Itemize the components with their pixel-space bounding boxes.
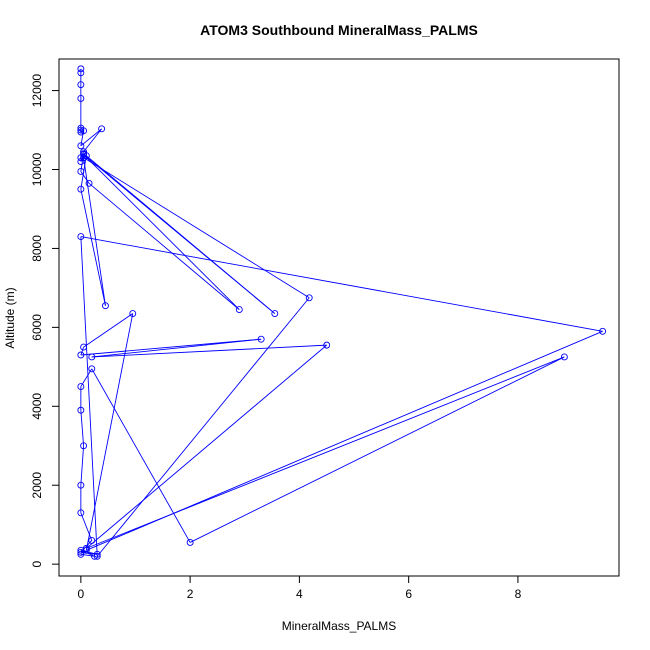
series-segment — [85, 313, 134, 551]
data-point — [77, 126, 85, 134]
series-segment — [80, 512, 93, 541]
x-tick-label: 2 — [187, 587, 194, 601]
series-segment — [80, 171, 90, 184]
data-point — [77, 185, 85, 193]
data-point — [323, 341, 331, 349]
data-point — [77, 81, 85, 89]
data-point — [77, 546, 85, 554]
series-segment — [83, 157, 310, 299]
x-tick-label: 0 — [78, 587, 85, 601]
series-segment — [80, 445, 85, 486]
data-point — [77, 233, 85, 241]
series-segment — [86, 344, 327, 549]
series-segment — [83, 157, 106, 306]
data-series — [77, 65, 607, 560]
data-point — [599, 327, 607, 335]
data-point — [77, 142, 85, 150]
series-segment — [91, 344, 327, 358]
data-point — [77, 406, 85, 414]
data-point — [88, 365, 96, 373]
data-point — [98, 125, 106, 133]
series-segment — [80, 346, 85, 356]
data-point — [80, 343, 88, 351]
series-segment — [80, 338, 262, 356]
data-point — [77, 548, 85, 556]
series-segment — [80, 236, 98, 557]
x-axis-label: MineralMass_PALMS — [282, 619, 396, 633]
y-tick-label: 4000 — [30, 393, 44, 420]
data-point — [235, 306, 243, 314]
y-tick-label: 12000 — [30, 74, 44, 108]
data-point — [88, 537, 96, 544]
data-point — [93, 552, 101, 560]
series-segment — [80, 410, 85, 446]
data-point — [88, 353, 96, 361]
data-point — [85, 179, 93, 187]
y-tick-label: 8000 — [30, 235, 44, 262]
series-segment — [80, 236, 603, 332]
y-axis: 0 2000 4000 6000 8000 10000 12000 — [30, 74, 60, 568]
x-tick-label: 6 — [405, 587, 412, 601]
series-segment — [83, 128, 102, 153]
y-tick-label: 6000 — [30, 314, 44, 341]
data-point — [129, 310, 137, 318]
y-tick-label: 2000 — [30, 472, 44, 499]
series-segment — [80, 368, 93, 387]
series-segment — [83, 154, 240, 310]
x-tick-label: 8 — [515, 587, 522, 601]
data-point — [80, 442, 88, 450]
data-point — [271, 310, 279, 318]
series-segment — [96, 297, 310, 557]
x-tick-label: 4 — [296, 587, 303, 601]
x-axis: 0 2 4 6 8 — [78, 575, 522, 601]
data-point — [77, 383, 85, 391]
data-point — [77, 351, 85, 359]
series-segment — [88, 182, 240, 310]
chart-title: ATOM3 Southbound MineralMass_PALMS — [200, 22, 478, 38]
data-point — [77, 481, 85, 489]
series-segment — [83, 313, 134, 348]
series-segment — [80, 130, 85, 146]
data-point — [257, 335, 265, 343]
data-point — [77, 550, 85, 558]
data-point — [77, 509, 85, 517]
data-point — [305, 294, 313, 302]
data-point — [80, 127, 88, 135]
series-segment — [86, 356, 565, 549]
y-tick-label: 10000 — [30, 152, 44, 186]
series-segment — [80, 128, 102, 147]
data-point — [77, 168, 85, 175]
data-point — [77, 69, 85, 77]
data-point — [186, 539, 194, 546]
data-point — [80, 154, 88, 162]
data-point — [101, 302, 109, 310]
y-axis-label: Altitude (m) — [3, 287, 17, 348]
series-segment — [91, 338, 262, 358]
data-point — [77, 65, 85, 73]
data-point — [77, 95, 85, 102]
data-point — [91, 552, 98, 560]
series-segment — [80, 189, 106, 306]
series-segment — [86, 155, 276, 314]
y-tick-label: 0 — [30, 561, 44, 568]
series-segment — [189, 356, 565, 543]
series-segment — [91, 368, 191, 543]
data-point — [560, 353, 568, 361]
